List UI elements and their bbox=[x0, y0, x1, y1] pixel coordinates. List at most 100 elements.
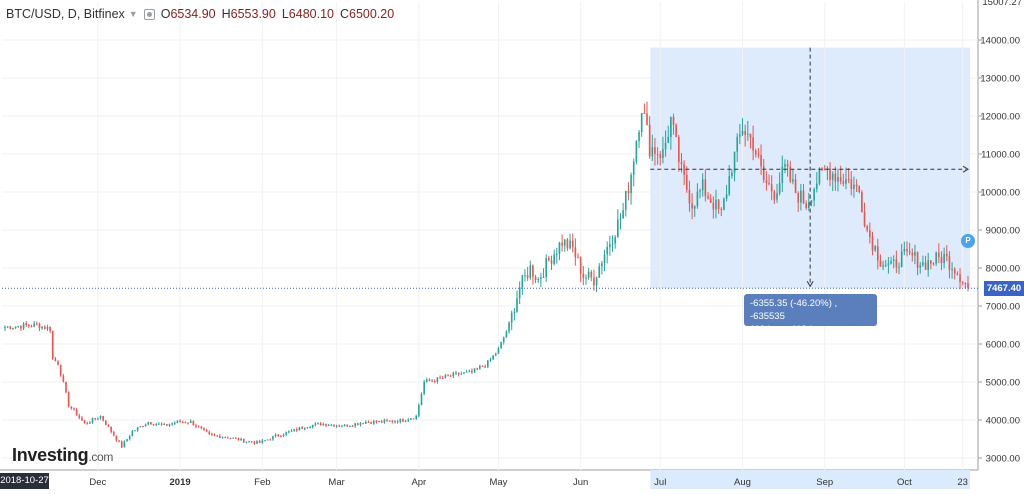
high-value: 6553.90 bbox=[230, 7, 276, 21]
candle-body bbox=[136, 427, 139, 431]
candle-body bbox=[619, 218, 622, 220]
candle-body bbox=[126, 439, 128, 442]
time-tick-label: Aug bbox=[734, 477, 751, 488]
visibility-icon[interactable] bbox=[143, 8, 155, 20]
candle-body bbox=[104, 420, 107, 426]
candle-body bbox=[579, 257, 582, 274]
candle-body bbox=[14, 326, 17, 329]
candle-body bbox=[959, 274, 961, 283]
candle-body bbox=[829, 168, 831, 180]
candle-body bbox=[717, 199, 720, 209]
measure-change-text: -6355.35 (-46.20%) , -635535 bbox=[750, 298, 838, 322]
candle-body bbox=[301, 427, 303, 429]
candle-body bbox=[351, 425, 354, 427]
candle-body bbox=[961, 282, 964, 284]
candle-body bbox=[205, 429, 208, 432]
candle-body bbox=[967, 283, 969, 288]
candle-body bbox=[144, 424, 147, 427]
candle-body bbox=[754, 150, 757, 155]
candle-body bbox=[181, 422, 184, 424]
candle-body bbox=[59, 364, 62, 376]
candle-body bbox=[184, 422, 187, 424]
low-label: L bbox=[281, 7, 289, 21]
candle-body bbox=[298, 427, 301, 431]
candle-body bbox=[166, 424, 168, 426]
candle-body bbox=[664, 142, 667, 150]
candle-body bbox=[386, 420, 388, 422]
candle-body bbox=[290, 430, 293, 432]
candle-body bbox=[662, 149, 664, 158]
candle-body bbox=[83, 420, 86, 424]
candle-body bbox=[65, 381, 67, 393]
candle-body bbox=[155, 424, 158, 426]
candle-body bbox=[189, 420, 192, 423]
candle-body bbox=[272, 436, 274, 440]
candle-body bbox=[449, 375, 452, 377]
candle-body bbox=[903, 248, 906, 252]
candle-body bbox=[346, 424, 349, 427]
candle-body bbox=[195, 425, 197, 427]
candle-body bbox=[701, 179, 704, 191]
candle-body bbox=[548, 258, 550, 261]
time-tick-label: Jul bbox=[654, 477, 666, 488]
candle-body bbox=[229, 438, 232, 440]
candle-body bbox=[945, 253, 948, 257]
candle-body bbox=[134, 430, 136, 432]
candle-body bbox=[876, 246, 879, 261]
candle-body bbox=[670, 116, 672, 138]
candle-body bbox=[362, 423, 364, 425]
candle-body bbox=[900, 251, 903, 268]
time-tick-label: Jun bbox=[573, 477, 588, 488]
candle-body bbox=[497, 348, 500, 354]
candle-body bbox=[593, 277, 595, 286]
candle-body bbox=[36, 323, 38, 325]
candle-body bbox=[577, 257, 579, 259]
candle-body bbox=[831, 173, 834, 180]
candle-body bbox=[635, 141, 638, 162]
candle-body bbox=[62, 375, 65, 382]
logo-suffix: .com bbox=[88, 450, 114, 464]
candle-body bbox=[906, 248, 908, 252]
symbol-label[interactable]: BTC/USD, D, Bitfinex bbox=[6, 7, 125, 21]
candle-body bbox=[327, 425, 330, 427]
candle-body bbox=[447, 375, 449, 377]
crosshair-date-tag: 2018-10-27 bbox=[0, 473, 49, 489]
candle-body bbox=[847, 179, 850, 181]
candle-body bbox=[940, 257, 943, 264]
candle-body bbox=[927, 260, 930, 270]
candle-body bbox=[73, 408, 75, 410]
candle-body bbox=[569, 240, 571, 249]
pin-marker-icon[interactable]: P bbox=[961, 234, 975, 248]
candle-body bbox=[309, 427, 311, 429]
candle-body bbox=[357, 423, 359, 425]
chart-header: BTC/USD, D, Bitfinex ▼ O 6534.90 H 6553.… bbox=[6, 4, 400, 24]
candle-body bbox=[457, 372, 460, 375]
candle-body bbox=[871, 236, 874, 251]
candle-body bbox=[842, 181, 845, 184]
candle-body bbox=[850, 179, 853, 189]
measure-arrow-down bbox=[806, 280, 814, 288]
candle-body bbox=[643, 113, 646, 115]
price-tick-label: 3000.00 bbox=[986, 454, 1020, 465]
candle-body bbox=[789, 166, 792, 182]
candle-body bbox=[956, 273, 959, 275]
candle-body bbox=[465, 371, 468, 373]
candle-body bbox=[561, 242, 563, 246]
candle-body bbox=[630, 174, 632, 194]
chevron-down-icon[interactable]: ▼ bbox=[128, 9, 138, 19]
candle-body bbox=[861, 192, 863, 212]
candle-body bbox=[375, 420, 378, 423]
time-tick-label: 23 bbox=[957, 477, 968, 488]
candle-body bbox=[303, 428, 306, 430]
price-tick-label: 11000.00 bbox=[981, 150, 1020, 161]
candle-body bbox=[911, 252, 914, 256]
price-tick-label: 12000.00 bbox=[980, 112, 1020, 123]
candle-body bbox=[89, 422, 91, 424]
candle-body bbox=[680, 162, 683, 165]
candle-body bbox=[590, 271, 593, 278]
candle-body bbox=[693, 206, 696, 209]
candle-body bbox=[75, 409, 78, 416]
candle-body bbox=[285, 432, 288, 435]
